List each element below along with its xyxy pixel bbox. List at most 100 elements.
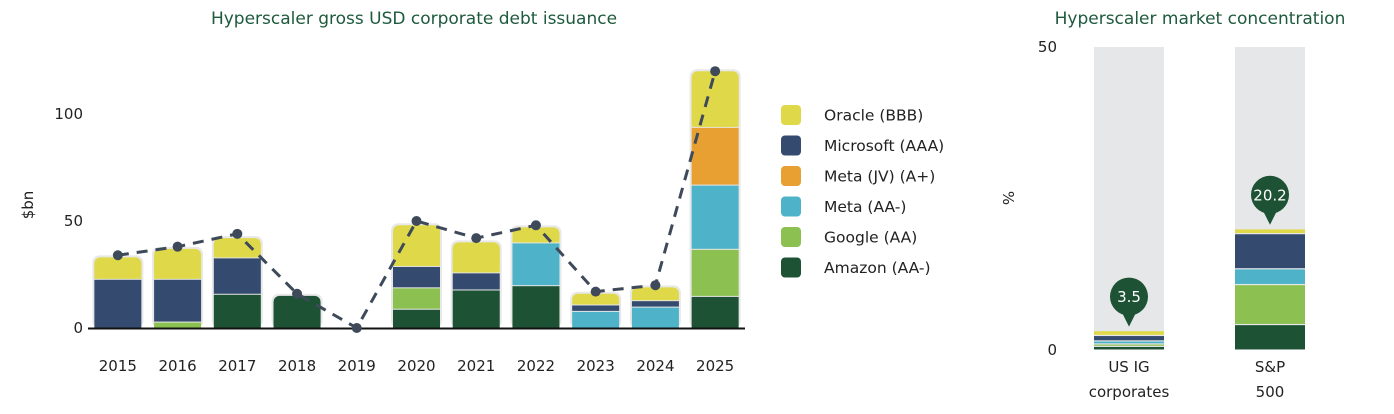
legend-swatch xyxy=(781,135,801,156)
total-point-2016 xyxy=(172,241,183,252)
x-tick-label: 2016 xyxy=(158,357,196,375)
bar-microsoft-aaa-2020 xyxy=(393,266,440,288)
y-tick-label: 50 xyxy=(1038,38,1057,56)
bar-oracle-bbb-s-p xyxy=(1235,229,1305,234)
chart-title-concentration: Hyperscaler market concentration xyxy=(1055,9,1346,29)
bar-meta-aa-2024 xyxy=(631,307,679,328)
bar-oracle-bbb-2016-fill xyxy=(154,255,202,279)
legend-label: Microsoft (AAA) xyxy=(824,137,944,155)
x-tick-label: 2024 xyxy=(636,357,674,375)
x-tick-label: 2019 xyxy=(338,357,376,375)
bar-amazon-aa-2022 xyxy=(512,286,560,328)
bar-amazon-aa-2018-fill xyxy=(273,302,321,328)
bar-stack-2023 xyxy=(570,291,622,328)
total-line-path xyxy=(117,70,717,331)
total-bubble-us-ig: 3.5 xyxy=(1110,277,1148,327)
legend-swatch xyxy=(781,166,801,186)
bar-oracle-bbb-2017-fill xyxy=(213,245,261,258)
total-point-2019 xyxy=(351,323,362,333)
bar-stack-2017 xyxy=(211,236,263,328)
total-point-2018 xyxy=(292,288,303,299)
total-point-2015 xyxy=(112,250,123,261)
bar-amazon-aa-2017 xyxy=(213,294,261,328)
x-tick-label-line2: 500 xyxy=(1256,383,1285,401)
bar-microsoft-aaa-2017 xyxy=(213,258,261,294)
bar-stack-s-p xyxy=(1235,47,1305,350)
legend-item-oracle-bbb: Oracle (BBB) xyxy=(781,105,923,125)
x-tick-label: 2017 xyxy=(218,357,256,375)
y-ticks-issuance: 0 50 100 xyxy=(54,105,83,337)
bar-stack-2024 xyxy=(629,285,681,328)
legend-item-google-aa: Google (AA) xyxy=(781,227,917,247)
bar-oracle-bbb-2021-fill xyxy=(452,249,500,273)
x-ticks-concentration: US IG corporates S&P 500 xyxy=(1089,358,1285,401)
bar-microsoft-aaa-2016 xyxy=(154,279,202,322)
bar-oracle-bbb-us-ig xyxy=(1094,331,1164,335)
bar-oracle-bbb-2023-fill xyxy=(572,300,620,305)
legend-swatch xyxy=(781,227,801,247)
x-tick-label: 2015 xyxy=(99,357,137,375)
bar-oracle-bbb-2024-fill xyxy=(631,294,679,301)
y-axis-label-issuance: $bn xyxy=(19,191,37,220)
legend-label: Google (AA) xyxy=(824,229,917,247)
total-point-2020 xyxy=(411,216,422,226)
bar-oracle-bbb-2022-fill xyxy=(512,234,560,243)
y-tick-label: 0 xyxy=(73,319,83,337)
legend-swatch xyxy=(781,196,801,217)
y-axis-label-concentration: % xyxy=(999,191,1017,205)
bar-meta-jv-a-2025 xyxy=(691,127,739,185)
bar-amazon-aa-2025 xyxy=(691,296,739,328)
legend-item-amazon-aa: Amazon (AA-) xyxy=(781,257,931,278)
bar-google-aa-s-p xyxy=(1235,285,1305,324)
bar-microsoft-aaa-2023 xyxy=(572,305,620,311)
bar-amazon-aa-s-p xyxy=(1235,325,1305,350)
legend-label: Amazon (AA-) xyxy=(824,259,931,277)
bar-stack-2018 xyxy=(271,293,323,328)
total-bubbles: 3.5 20.2 xyxy=(1110,175,1289,327)
bar-stack-2016 xyxy=(152,246,204,328)
bar-google-aa-2016 xyxy=(154,322,202,328)
total-point-2025 xyxy=(710,66,721,77)
legend: Oracle (BBB) Microsoft (AAA) Meta (JV) (A+… xyxy=(781,105,944,278)
x-tick-label: 2023 xyxy=(577,357,615,375)
bar-stack-2015 xyxy=(92,255,144,328)
total-point-2023 xyxy=(590,286,601,297)
bar-amazon-aa-2020 xyxy=(393,309,440,328)
total-point-2021 xyxy=(471,233,482,244)
x-ticks-issuance: 2015 2016 2017 2018 2019 2020 2021 2022 2023 2024… xyxy=(99,357,734,375)
y-tick-label: 100 xyxy=(54,105,83,123)
legend-item-meta-jv-a: Meta (JV) (A+) xyxy=(781,166,935,186)
bars-issuance xyxy=(92,69,741,328)
y-ticks-concentration: 0 50 xyxy=(1038,38,1057,359)
total-bubble-s-p: 20.2 xyxy=(1251,175,1289,225)
bar-google-aa-2025 xyxy=(691,249,739,296)
bar-stack-2021 xyxy=(450,240,502,328)
total-point-2017 xyxy=(232,228,243,239)
legend-label: Meta (JV) (A+) xyxy=(824,168,935,186)
concentration-chart: Hyperscaler market concentration % 0 50 U… xyxy=(999,9,1345,401)
bar-microsoft-aaa-2024 xyxy=(631,301,679,307)
bar-meta-aa-2022 xyxy=(512,243,560,286)
legend-label: Meta (AA-) xyxy=(824,198,906,216)
total-point-2024 xyxy=(650,280,661,291)
legend-swatch xyxy=(781,257,801,278)
bubble-circle xyxy=(1251,175,1289,214)
bubble-value: 3.5 xyxy=(1117,288,1141,306)
legend-label: Oracle (BBB) xyxy=(824,107,923,125)
bar-meta-aa-2023 xyxy=(572,311,620,328)
bar-stack-2022 xyxy=(510,225,562,328)
bar-amazon-aa-2021 xyxy=(452,290,500,328)
x-tick-label-line1: US IG xyxy=(1108,358,1149,376)
issuance-chart: Hyperscaler gross USD corporate debt iss… xyxy=(19,9,944,375)
chart-title-issuance: Hyperscaler gross USD corporate debt iss… xyxy=(211,9,617,29)
bar-oracle-bbb-2015-fill xyxy=(94,264,142,279)
legend-item-meta-aa: Meta (AA-) xyxy=(781,196,906,217)
x-tick-label-line1: S&P xyxy=(1255,358,1285,376)
bar-oracle-bbb-2025-fill xyxy=(691,78,739,127)
bar-stack-2020 xyxy=(391,223,442,328)
x-tick-label: 2020 xyxy=(397,357,435,375)
total-point-2022 xyxy=(530,220,541,231)
bar-meta-aa-2025 xyxy=(691,185,739,249)
x-tick-label-line2: corporates xyxy=(1089,383,1170,401)
